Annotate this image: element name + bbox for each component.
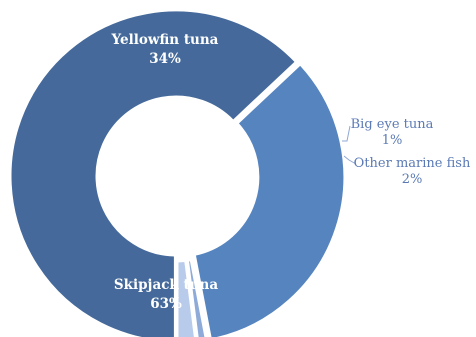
- label-skipjack-tuna: Skipjack tuna: [114, 277, 218, 293]
- slice-big-eye-tuna: [187, 260, 206, 337]
- value-big-eye-tuna: 1%: [382, 133, 403, 148]
- value-other-marine-fish: 2%: [402, 172, 423, 187]
- value-skipjack-tuna: 63%: [150, 296, 182, 312]
- slice-skipjack-tuna: [10, 10, 296, 337]
- leader-lines: [342, 125, 357, 165]
- value-yellowfin-tuna: 34%: [149, 51, 181, 67]
- leader-other-marine-fish: [343, 155, 357, 165]
- slice-yellowfin-tuna: [194, 64, 345, 337]
- chart-slices: [10, 10, 345, 337]
- label-big-eye-tuna: Big eye tuna: [351, 117, 434, 132]
- chart-labels: Skipjack tuna 63% Yellowfin tuna 34% Big eye…: [111, 32, 471, 312]
- label-other-marine-fish: Other marine fish: [354, 156, 471, 171]
- leader-big-eye-tuna: [342, 125, 351, 142]
- slice-other-marine-fish: [177, 260, 195, 337]
- label-yellowfin-tuna: Yellowfin tuna: [111, 32, 219, 48]
